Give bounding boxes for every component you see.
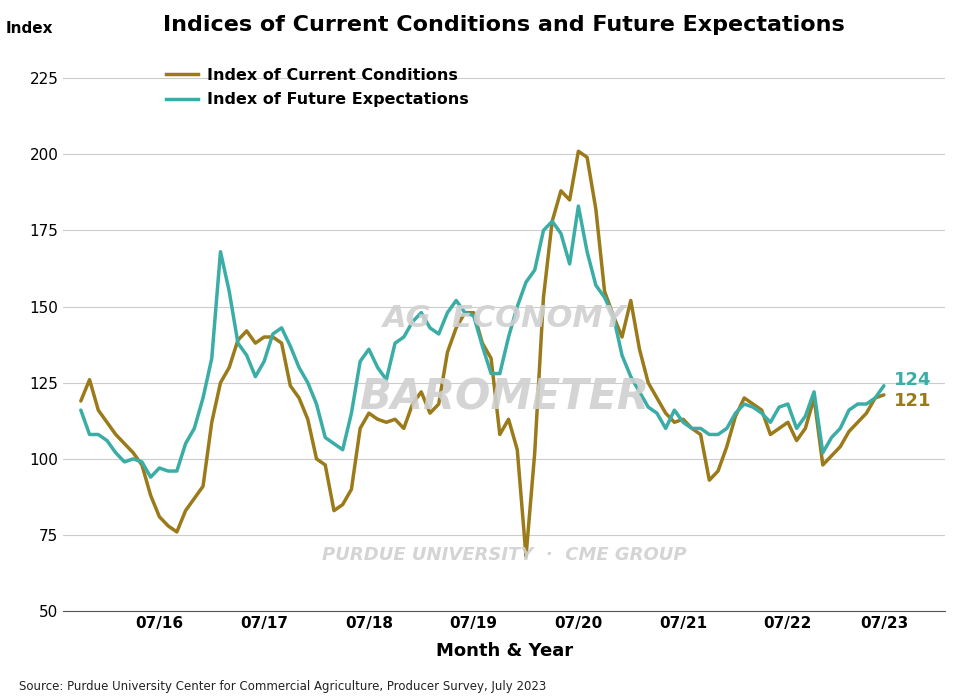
- Text: 124: 124: [895, 371, 932, 388]
- Text: AG  ECONOMY: AG ECONOMY: [383, 303, 626, 333]
- Text: 121: 121: [895, 392, 932, 410]
- Text: Index: Index: [6, 22, 54, 36]
- Title: Indices of Current Conditions and Future Expectations: Indices of Current Conditions and Future…: [163, 15, 845, 35]
- Legend: Index of Current Conditions, Index of Future Expectations: Index of Current Conditions, Index of Fu…: [159, 61, 475, 113]
- Text: BAROMETER: BAROMETER: [359, 376, 649, 418]
- X-axis label: Month & Year: Month & Year: [436, 642, 573, 660]
- Text: PURDUE UNIVERSITY  ·  CME GROUP: PURDUE UNIVERSITY · CME GROUP: [322, 546, 686, 564]
- Text: Source: Purdue University Center for Commercial Agriculture, Producer Survey, Ju: Source: Purdue University Center for Com…: [19, 679, 546, 693]
